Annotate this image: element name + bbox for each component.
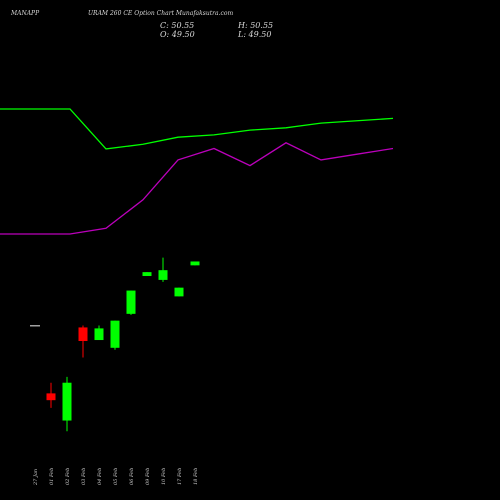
x-tick-label: 01 Feb [49,468,55,485]
candle-body [126,290,136,314]
x-tick-label: 03 Feb [81,468,87,485]
x-tick-label: 27 Jan [33,469,39,486]
candle-body [46,393,56,401]
low-value: L: 49.50 [238,30,272,39]
candle-body [62,382,72,421]
x-tick-label: 09 Feb [145,468,151,485]
chart-title: URAM 260 CE Option Chart Munafaksutra.co… [88,10,234,17]
symbol-label: MANAPP [11,10,40,17]
x-tick-label: 17 Feb [177,468,183,485]
candle-body [30,325,40,327]
x-tick-label: 02 Feb [65,468,71,485]
close-value: C: 50.55 [160,21,195,30]
upper-indicator-line [0,108,394,150]
open-value: O: 49.50 [160,30,195,39]
candle-body [78,327,88,342]
candle-body [94,328,104,341]
candle-body [190,261,200,266]
candle-body [142,272,152,277]
x-tick-label: 10 Feb [161,468,167,485]
candle-body [174,287,184,297]
lower-indicator-line [0,142,394,235]
x-tick-label: 05 Feb [113,468,119,485]
candle-body [110,320,120,348]
x-tick-label: 04 Feb [97,468,103,485]
high-value: H: 50.55 [238,21,274,30]
x-tick-label: 06 Feb [129,468,135,485]
candle-body [158,270,168,280]
x-tick-label: 18 Feb [193,468,199,485]
